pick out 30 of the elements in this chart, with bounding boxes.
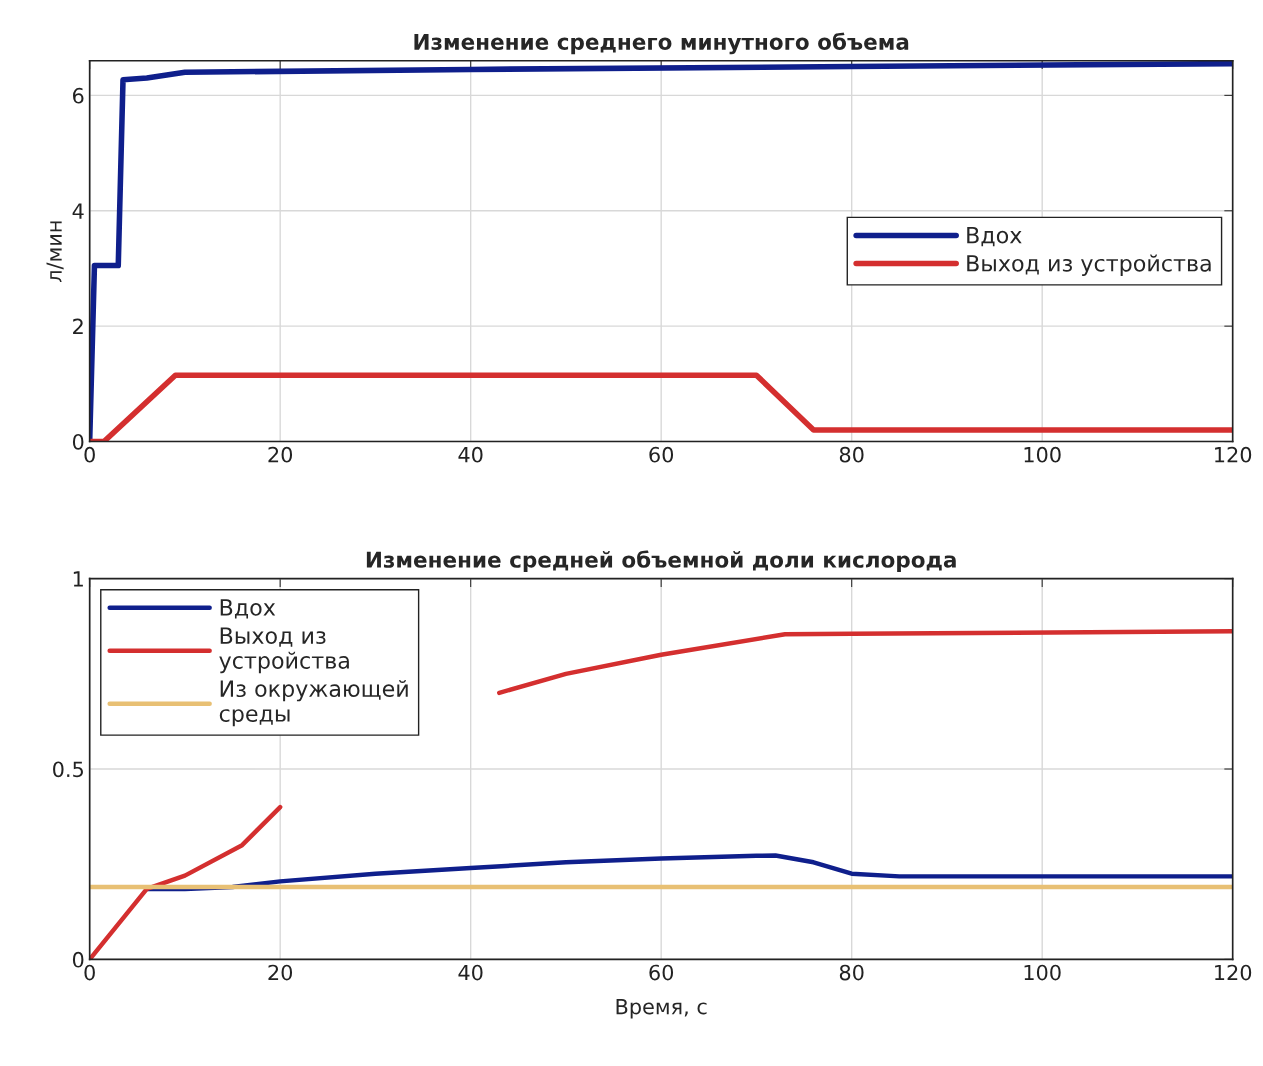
- y-tick-label: 2: [73, 318, 83, 335]
- legend-label: Из окружающей среды: [219, 679, 408, 727]
- legend-label: Вдох: [220, 599, 276, 619]
- x-tick-label: 40: [458, 446, 483, 463]
- x-tick-label: 80: [839, 964, 864, 981]
- x-tick-label: 80: [839, 446, 864, 463]
- x-tick-label: 0: [84, 964, 95, 981]
- x-tick-label: 120: [1215, 446, 1252, 463]
- y-tick-label: 0: [72, 951, 84, 968]
- x-tick-label: 60: [649, 964, 674, 981]
- y-tick-label: 4: [72, 203, 84, 219]
- legend-label: Выход из устройства: [219, 627, 349, 674]
- x-tick-label: 120: [1215, 964, 1252, 981]
- x-tick-label: 0: [84, 446, 95, 463]
- x-tick-label: 60: [649, 446, 674, 463]
- x-tick-label: 20: [268, 446, 293, 463]
- y-tick-label: 6: [73, 87, 84, 104]
- legend-label: Вдох: [967, 227, 1022, 247]
- x-tick-label: 40: [458, 964, 483, 981]
- x-tick-label: 100: [1024, 964, 1061, 981]
- chart-title: Изменение среднего минутного объема: [414, 32, 909, 55]
- y-axis-title: л/мин: [46, 221, 64, 282]
- chart-title: Изменение средней объемной доли кислорода: [366, 550, 956, 572]
- y-tick-label: 0.5: [53, 761, 83, 778]
- x-axis-title: Время, с: [616, 998, 707, 1019]
- y-tick-label: 0: [72, 433, 84, 450]
- x-tick-label: 20: [268, 964, 293, 981]
- legend-label: Выход из устройства: [967, 254, 1211, 276]
- x-tick-label: 100: [1024, 446, 1061, 463]
- y-tick-label: 1: [73, 571, 83, 587]
